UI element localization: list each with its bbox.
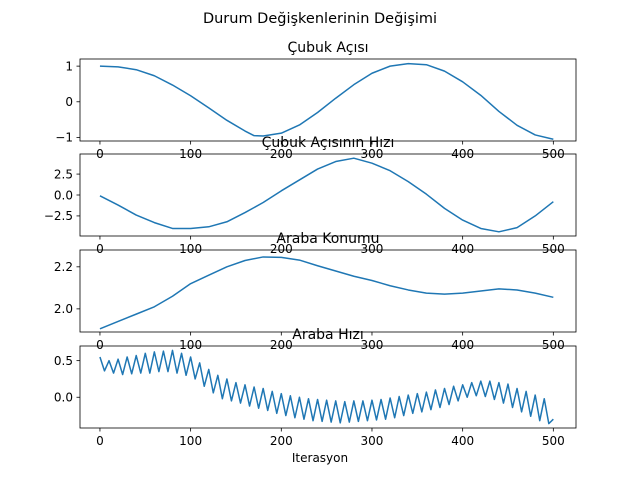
- x-tick-label: 0: [96, 338, 104, 352]
- subplot-3: 0 100 200 300 400 500 2.0 2.2 Araba Konumu: [54, 231, 577, 352]
- y-tick-label: 0: [65, 95, 73, 109]
- y-tick-label: 2.0: [54, 302, 73, 316]
- subplot-title: Çubuk Açısının Hızı: [262, 135, 395, 151]
- y-tick-label: 2.2: [54, 260, 73, 274]
- x-tick-label: 300: [361, 434, 384, 448]
- x-tick-label: 300: [361, 242, 384, 256]
- series-line-2-1: [99, 157, 554, 233]
- x-tick-label: 100: [179, 434, 202, 448]
- y-tick-label: 1: [65, 59, 73, 73]
- axes-frame: [79, 249, 577, 333]
- x-tick-label: 0: [96, 434, 104, 448]
- x-tick-label: 400: [451, 434, 474, 448]
- subplot-title: Araba Hızı: [292, 327, 363, 343]
- x-tick-label: 100: [179, 242, 202, 256]
- figure-suptitle: Durum Değişkenlerinin Değişimi: [203, 11, 437, 27]
- y-tick-label: 0.5: [54, 354, 73, 368]
- subplots: 0 100 200 300 400 500 −1 0 1 Çubuk Açısı 0 100 200 30…: [44, 40, 577, 448]
- x-tick-label: 500: [542, 242, 565, 256]
- x-tick-label: 200: [270, 242, 293, 256]
- axes-frame: [79, 153, 577, 237]
- x-tick-label: 400: [451, 338, 474, 352]
- y-tick-label: 0.0: [54, 188, 73, 202]
- subplot-4: 0 100 200 300 400 500 0.0 0.5 Araba Hızı: [54, 327, 577, 448]
- y-tick-label: 2.5: [54, 167, 73, 181]
- axes-frame: [79, 345, 577, 429]
- x-tick-label: 400: [451, 242, 474, 256]
- x-tick-label: 200: [270, 434, 293, 448]
- series-line-3-1: [99, 256, 554, 330]
- y-tick-label: 0.0: [54, 391, 73, 405]
- series-line-1-1: [99, 62, 554, 140]
- x-tick-label: 500: [542, 338, 565, 352]
- subplot-title: Araba Konumu: [276, 231, 379, 247]
- axes-frame: [79, 58, 577, 142]
- x-tick-label: 200: [270, 338, 293, 352]
- x-tick-label: 0: [96, 242, 104, 256]
- x-axis-label: Iterasyon: [292, 451, 348, 465]
- subplot-title: Çubuk Açısı: [287, 40, 368, 56]
- series-line-4-1: [99, 349, 554, 425]
- subplot-2: 0 100 200 300 400 500 −2.5 0.0 2.5 Çubuk Açısının…: [44, 135, 577, 256]
- x-tick-label: 500: [542, 434, 565, 448]
- x-tick-label: 300: [361, 338, 384, 352]
- x-tick-label: 100: [179, 338, 202, 352]
- y-tick-label: −2.5: [44, 209, 73, 223]
- y-tick-label: −1: [55, 131, 73, 145]
